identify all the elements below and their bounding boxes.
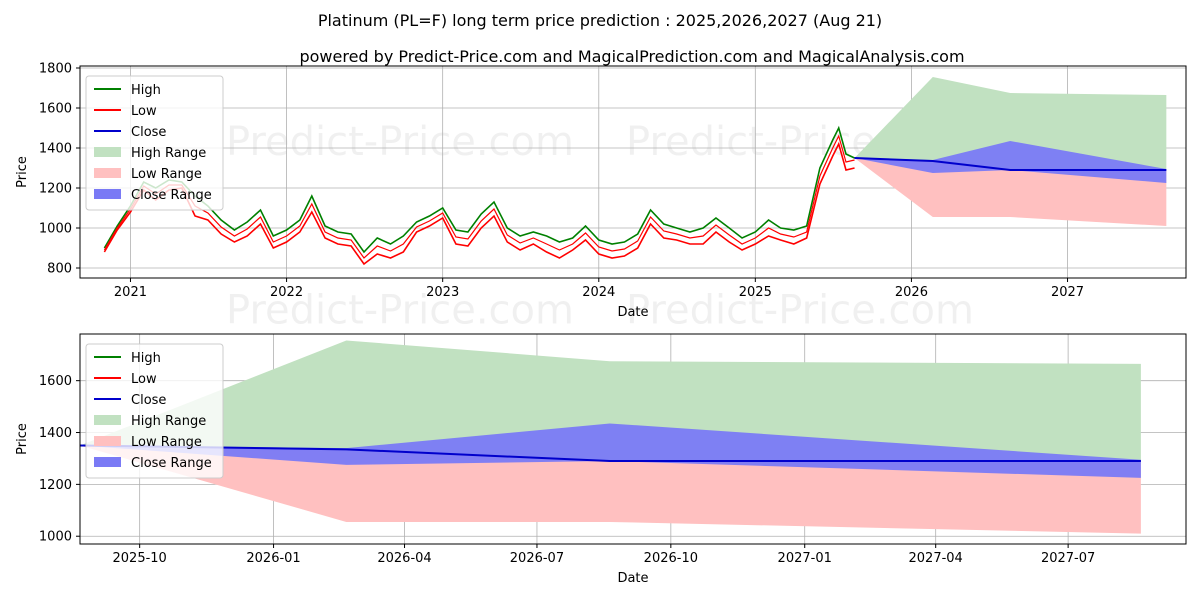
legend-label: Low: [131, 372, 157, 387]
high-range-band: [80, 340, 1141, 462]
legend-label: Close: [131, 393, 166, 408]
close-range-band: [80, 423, 1141, 478]
legend-label: Low: [131, 104, 157, 119]
x-tick-label: 2026: [895, 285, 928, 300]
legend-swatch: [94, 147, 121, 157]
axes-frame: [79, 65, 1187, 279]
legend-label: High: [131, 83, 161, 98]
y-tick-label: 800: [47, 262, 72, 277]
chart-title: Platinum (PL=F) long term price predicti…: [318, 11, 882, 30]
y-tick-label: 1200: [39, 478, 72, 493]
x-tick-label: 2026-04: [377, 551, 431, 566]
low-series-line: [103, 141, 855, 266]
legend-label: Low Range: [131, 435, 202, 450]
legend-label: Close: [131, 125, 166, 140]
x-axis-label: Date: [617, 305, 648, 320]
y-tick-label: 1600: [39, 102, 72, 117]
x-tick-label: 2022: [270, 285, 303, 300]
legend-swatch: [94, 168, 121, 178]
legend-swatch: [94, 436, 121, 446]
y-tick-label: 1400: [39, 426, 72, 441]
x-tick-label: 2027-04: [909, 551, 963, 566]
legend-label: High Range: [131, 146, 206, 161]
plot-area: [103, 77, 1167, 266]
x-axis-label: Date: [617, 571, 648, 586]
x-tick-label: 2026-07: [510, 551, 564, 566]
watermark-text: Predict-Price.com: [226, 287, 574, 333]
watermark-text: Predict-Price.com: [626, 287, 974, 333]
y-tick-label: 1400: [39, 142, 72, 157]
y-tick-label: 1000: [39, 530, 72, 545]
x-tick-label: 2023: [426, 285, 459, 300]
legend-swatch: [94, 415, 121, 425]
close-history-line: [103, 134, 855, 259]
legend-label: Close Range: [131, 456, 212, 471]
forecast-zoom-panel: Predict-Price.comPredict-Price.com2025-1…: [15, 333, 1187, 586]
axes-frame: [79, 333, 1187, 545]
x-tick-label: 2025: [739, 285, 772, 300]
x-tick-label: 2027-07: [1041, 551, 1095, 566]
watermark-text: Predict-Price.com: [226, 119, 574, 165]
x-tick-label: 2021: [114, 285, 147, 300]
x-tick-label: 2027: [1051, 285, 1084, 300]
x-tick-label: 2024: [582, 285, 615, 300]
y-axis-label: Price: [15, 156, 30, 188]
high-series-line: [103, 125, 855, 254]
y-tick-label: 1800: [39, 62, 72, 77]
y-tick-label: 1000: [39, 222, 72, 237]
legend: High Low Close High Range Low Range Close Ran…: [85, 75, 224, 211]
legend-swatch: [94, 457, 121, 467]
y-axis-label: Price: [15, 423, 30, 455]
x-tick-label: 2025-10: [113, 551, 167, 566]
high-range-band: [854, 77, 1167, 170]
legend-label: Close Range: [131, 188, 212, 203]
close-forecast-line: [854, 157, 1167, 171]
legend: High Low Close High Range Low Range Close Ran…: [85, 343, 224, 479]
chart-subtitle: powered by Predict-Price.com and Magical…: [299, 47, 964, 66]
plot-area: [80, 340, 1141, 534]
y-tick-label: 1200: [39, 182, 72, 197]
y-tick-label: 1600: [39, 374, 72, 389]
legend-swatch: [94, 189, 121, 199]
x-tick-label: 2026-01: [246, 551, 300, 566]
x-tick-label: 2027-01: [778, 551, 832, 566]
x-tick-label: 2026-10: [644, 551, 698, 566]
legend-label: Low Range: [131, 167, 202, 182]
legend-label: High: [131, 351, 161, 366]
long-term-price-panel: Predict-Price.com Predict-Price.com Predic…: [15, 62, 1187, 333]
close-range-band: [854, 141, 1167, 183]
legend-label: High Range: [131, 414, 206, 429]
